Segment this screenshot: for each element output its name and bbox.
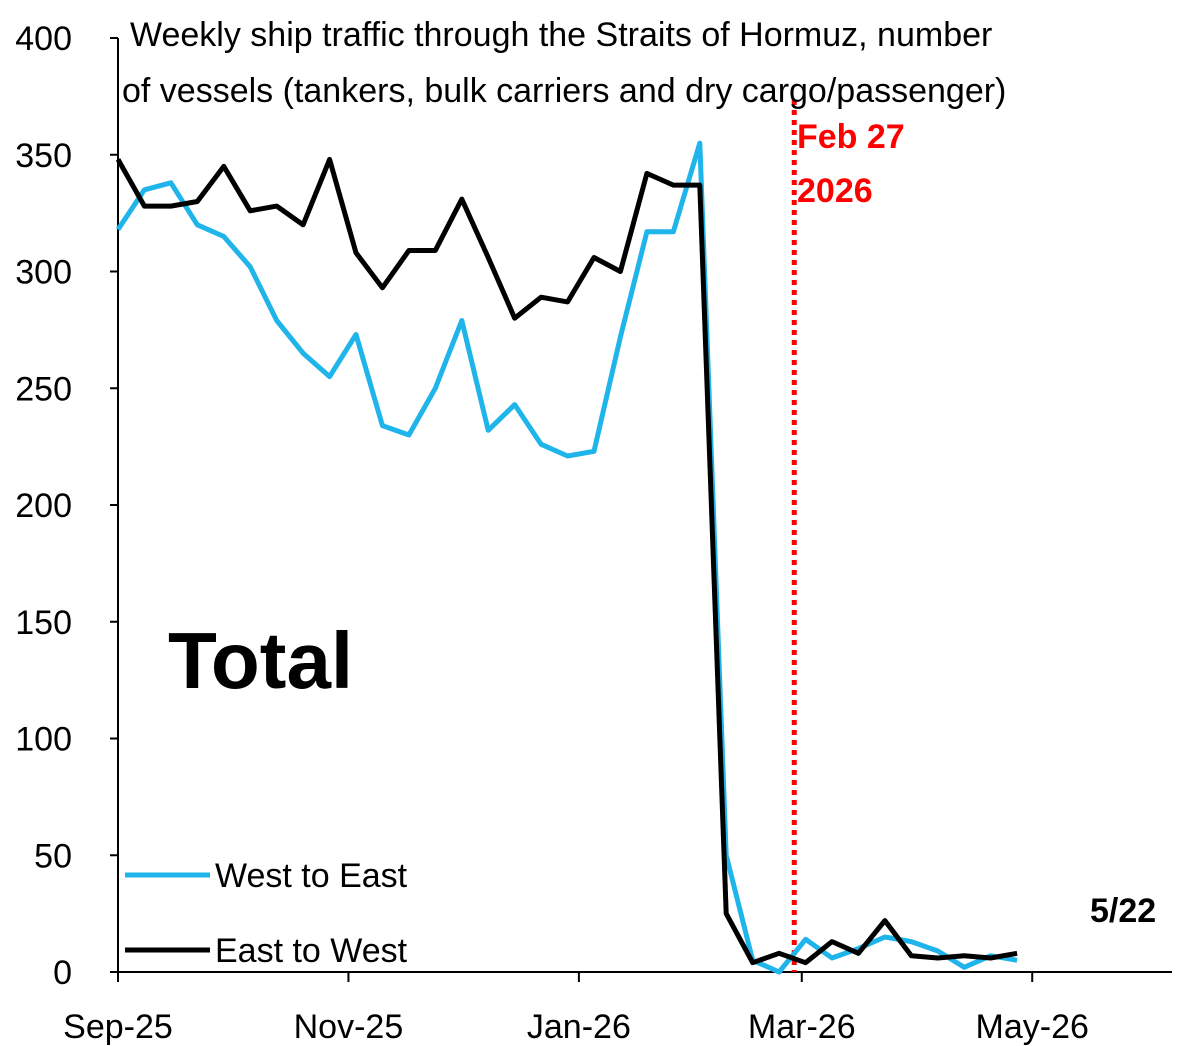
y-tick-label-400: 400 [15, 20, 72, 58]
chart-title-line-2: of vessels (tankers, bulk carriers and d… [122, 72, 1006, 110]
y-tick-label-250: 250 [15, 370, 72, 408]
legend: West to East East to West [125, 857, 408, 970]
event-label-line-1: Feb 27 [797, 118, 905, 156]
x-tick-label-May-26: May-26 [976, 1008, 1089, 1046]
series-layer [115, 140, 1018, 975]
y-tick-label-100: 100 [15, 721, 72, 759]
axes: 0 50 100 150 200 250 300 350 400 Sep-25 Nov-25 Jan-… [15, 20, 1172, 1046]
legend-label-west-to-east: West to East [215, 857, 408, 895]
legend-label-east-to-west: East to West [215, 932, 408, 970]
chart-title: Weekly ship traffic through the Straits … [122, 16, 1006, 110]
annotations: Feb 27 2026 Total 5/22 [168, 118, 1156, 930]
y-tick-label-50: 50 [34, 837, 72, 875]
y-tick-label-0: 0 [53, 954, 72, 992]
x-tick-label-Jan-26: Jan-26 [527, 1008, 631, 1046]
y-tick-label-300: 300 [15, 254, 72, 292]
end-date-label: 5/22 [1090, 892, 1156, 930]
panel-label-total: Total [168, 616, 353, 705]
x-tick-label-Mar-26: Mar-26 [748, 1008, 856, 1046]
x-tick-label-Sep-25: Sep-25 [63, 1008, 173, 1046]
y-tick-label-150: 150 [15, 604, 72, 642]
series-line-west-to-east [115, 140, 1018, 975]
event-label-line-2: 2026 [797, 172, 873, 210]
x-tick-label-Nov-25: Nov-25 [294, 1008, 404, 1046]
series-line-east-to-west [115, 156, 1018, 966]
y-tick-label-350: 350 [15, 137, 72, 175]
y-tick-label-200: 200 [15, 487, 72, 525]
chart-title-line-1: Weekly ship traffic through the Straits … [130, 16, 992, 54]
